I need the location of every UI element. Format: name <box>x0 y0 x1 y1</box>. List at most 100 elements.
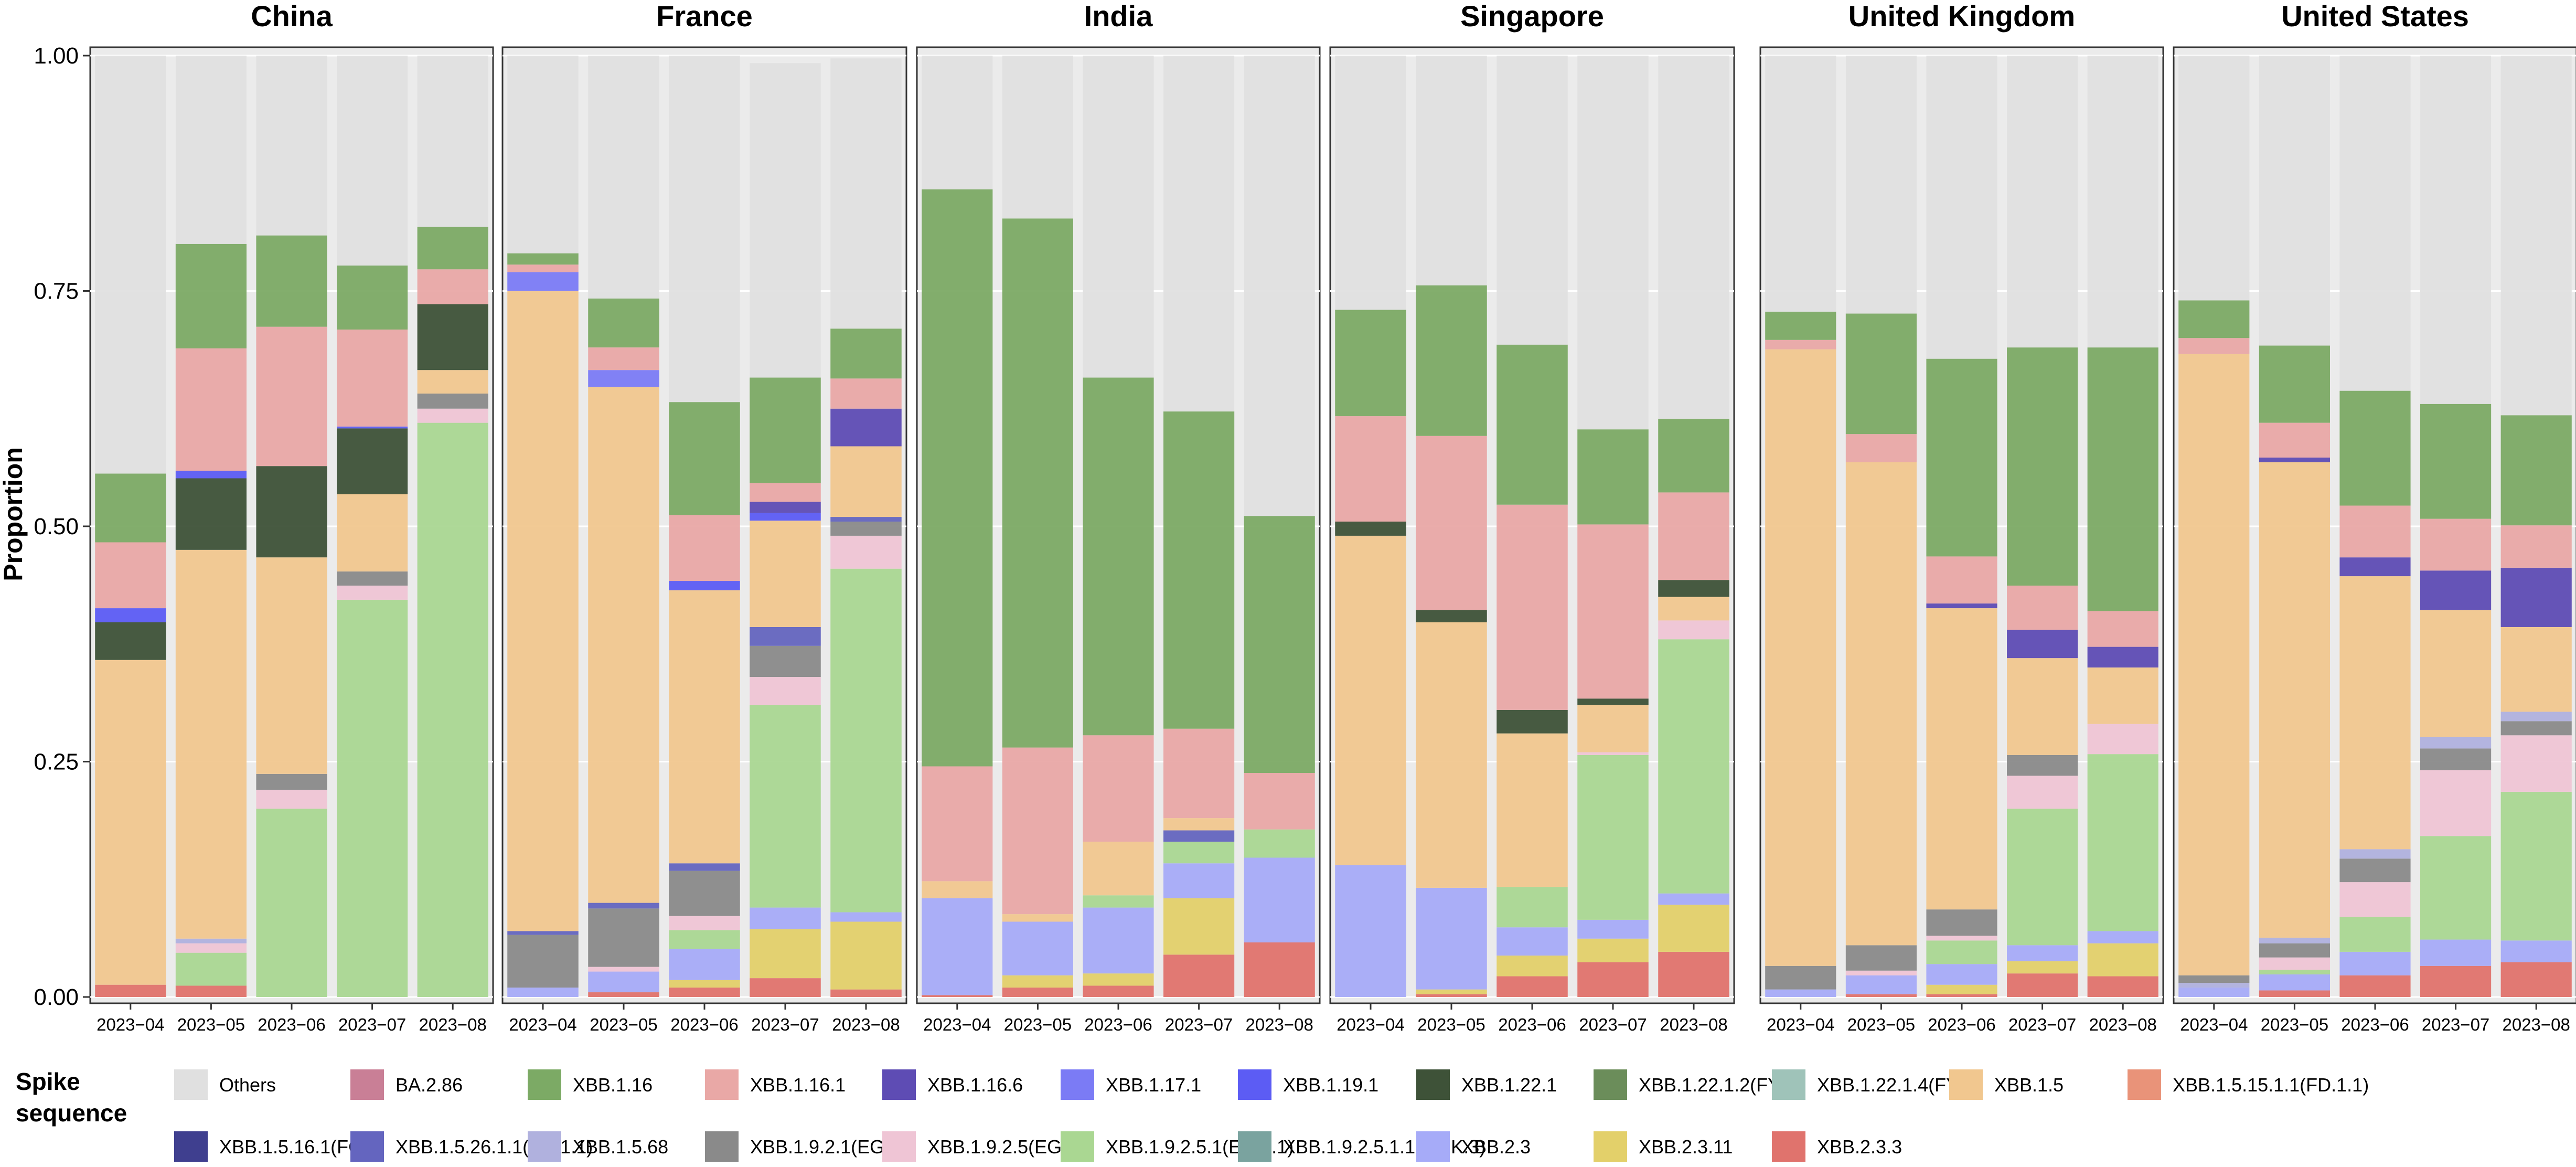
bar-segment <box>2500 525 2572 568</box>
bar-segment <box>750 677 821 705</box>
bar-segment <box>830 522 902 536</box>
bar-segment <box>669 980 740 988</box>
bar-segment <box>2178 300 2250 338</box>
bar-segment <box>2178 983 2250 988</box>
bar-segment <box>1845 970 1917 975</box>
bar-segment <box>2339 576 2411 850</box>
bar-segment <box>2420 770 2492 836</box>
bar-segment <box>2500 56 2572 416</box>
legend-key <box>350 1069 384 1100</box>
bar-segment <box>2420 966 2492 997</box>
bar-segment <box>337 426 408 429</box>
bar-segment <box>1163 954 1235 997</box>
bar-segment <box>669 590 740 864</box>
bar-segment <box>2007 755 2078 776</box>
bar-segment <box>2339 917 2411 952</box>
bar-segment <box>1244 773 1315 830</box>
bar-segment <box>1083 895 1154 908</box>
legend-item: XBB.1.16.1 <box>705 1069 846 1100</box>
bar-segment <box>256 773 327 790</box>
bar-segment <box>95 608 166 622</box>
bar-segment <box>256 557 327 774</box>
bar-segment <box>2007 658 2078 755</box>
legend-label: XBB.1.16.1 <box>750 1074 846 1096</box>
bar-segment <box>669 402 740 515</box>
x-tick-label: 2023−05 <box>2261 1015 2328 1034</box>
legend-item: XBB.1.16 <box>528 1069 653 1100</box>
legend-label: XBB.1.22.1 <box>1461 1074 1557 1096</box>
bar-segment <box>1765 349 1836 966</box>
bar-segment <box>2259 943 2330 958</box>
bar-segment <box>256 235 327 327</box>
bar-segment <box>2087 611 2158 647</box>
legend-item: XBB.1.22.1 <box>1416 1069 1557 1100</box>
bar-segment <box>1335 310 1406 417</box>
bar-segment <box>588 370 659 387</box>
bar-segment <box>1926 994 1997 997</box>
bar-segment <box>417 227 488 270</box>
x-tick-label: 2023−05 <box>1004 1015 1072 1034</box>
bar-segment <box>417 394 488 409</box>
bar-segment <box>2087 667 2158 724</box>
bar-segment <box>1335 522 1406 536</box>
bar-segment <box>2007 961 2078 974</box>
bar-segment <box>588 387 659 903</box>
bar-segment <box>417 422 488 998</box>
bar-segment <box>2087 724 2158 755</box>
bar-segment <box>1163 56 1235 412</box>
legend-key <box>1061 1069 1094 1100</box>
bar-segment <box>507 264 579 272</box>
bar-segment <box>1577 429 1649 525</box>
x-tick-label: 2023−04 <box>923 1015 991 1034</box>
legend-label: XBB.2.3 <box>1461 1136 1531 1158</box>
x-tick-label: 2023−07 <box>338 1015 406 1034</box>
bar-segment <box>922 898 993 995</box>
bar-segment <box>2420 56 2492 404</box>
x-tick-label: 2023−06 <box>2341 1015 2409 1034</box>
bar-segment <box>95 56 166 474</box>
bar-segment <box>1926 940 1997 964</box>
legend-label: XBB.1.19.1 <box>1283 1074 1378 1096</box>
legend-item: XBB.2.3.11 <box>1594 1131 1733 1162</box>
bar-segment <box>1083 985 1154 997</box>
bar-segment <box>95 542 166 609</box>
bar-segment <box>2007 586 2078 630</box>
bar-segment <box>922 56 993 189</box>
legend-key <box>528 1069 561 1100</box>
bar-segment <box>175 938 247 943</box>
bar-segment <box>1658 893 1729 905</box>
y-tick-label: 1.00 <box>34 43 79 69</box>
bar-segment <box>1002 975 1073 988</box>
panel-title: Singapore <box>1460 0 1604 33</box>
panel-united-kingdom: United Kingdom 2023−04 2023−05 2023−06 2023−… <box>1759 0 2164 1034</box>
bar-segment <box>1845 994 1917 997</box>
bar-segment <box>2339 505 2411 558</box>
legend-key <box>882 1131 916 1162</box>
bar-segment <box>1845 56 1917 314</box>
bar-segment <box>1497 976 1568 997</box>
bar-segment <box>1658 580 1729 597</box>
bar-segment <box>1416 989 1487 994</box>
legend-label: XBB.1.9.2.5(EG.5) <box>927 1136 1084 1158</box>
legend-key <box>1594 1131 1627 1162</box>
bar-segment <box>2259 422 2330 458</box>
x-tick-label: 2023−07 <box>1165 1015 1233 1034</box>
bar-segment <box>669 515 740 581</box>
x-tick-label: 2023−06 <box>1498 1015 1566 1034</box>
x-tick-label: 2023−07 <box>751 1015 819 1034</box>
bar-segment <box>417 56 488 227</box>
bar-segment <box>1926 603 1997 609</box>
legend-key <box>882 1069 916 1100</box>
legend-label: XBB.1.5 <box>1994 1074 2064 1096</box>
panel-india: India 2023−04 2023−05 2023−06 2023−07 2023−08 <box>916 0 1321 1034</box>
bar-segment <box>2007 56 2078 348</box>
bar-segment <box>1765 966 1836 990</box>
bar-segment <box>256 809 327 997</box>
bar-segment <box>2259 462 2330 938</box>
x-tick-label: 2023−08 <box>2503 1015 2570 1034</box>
bar-segment <box>669 949 740 980</box>
legend-label: XBB.1.5.26.1.1(EU.1.1) <box>396 1136 593 1158</box>
bar-segment <box>175 243 247 348</box>
bar-segment <box>2420 518 2492 571</box>
bar-segment <box>1163 863 1235 898</box>
